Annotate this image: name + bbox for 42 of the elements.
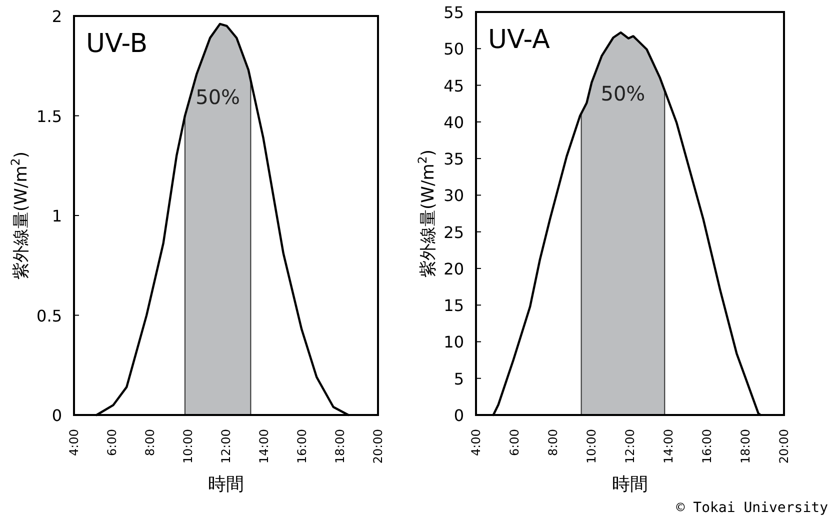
y-tick-label: 2: [52, 7, 62, 26]
y-tick-label: 50: [444, 40, 464, 59]
x-tick-label: 6:00: [105, 429, 119, 456]
text: UV-A: [488, 25, 550, 55]
y-tick-label: 35: [444, 150, 464, 169]
y-tick-label: 10: [444, 332, 464, 352]
y-tick-label: 40: [444, 112, 464, 132]
y-tick-label: 15: [444, 296, 464, 316]
y-tick-label: 45: [444, 76, 464, 96]
x-axis-title: 時間: [208, 474, 244, 495]
band-label: 50%: [196, 84, 240, 109]
y-tick-label: 20: [444, 259, 464, 278]
y-tick-label: 5: [454, 369, 464, 388]
x-tick-label: 14:00: [662, 429, 676, 464]
x-tick-label: 12:00: [623, 429, 637, 464]
x-tick-label: 4:00: [67, 429, 81, 456]
x-tick-label: 14:00: [257, 429, 271, 464]
y-tick-label: 1.5: [36, 106, 62, 126]
text: © Tokai University: [676, 500, 828, 516]
x-axis-title: 時間: [612, 474, 648, 495]
y-tick-label: 0: [454, 406, 464, 425]
x-tick-label: 6:00: [508, 429, 522, 456]
x-tick-label: 18:00: [333, 429, 347, 464]
x-tick-label: 10:00: [181, 429, 195, 464]
x-tick-label: 8:00: [143, 429, 157, 456]
y-tick-label: 0: [52, 406, 62, 425]
y-tick-label: 30: [444, 186, 464, 206]
x-tick-label: 20:00: [777, 429, 791, 464]
x-tick-label: 4:00: [469, 429, 483, 456]
x-tick-label: 10:00: [584, 429, 598, 464]
x-tick-label: 18:00: [738, 429, 752, 464]
x-tick-label: 12:00: [219, 429, 233, 464]
x-tick-label: 16:00: [700, 429, 714, 464]
x-tick-label: 8:00: [546, 429, 560, 456]
y-tick-label: 1: [52, 206, 62, 226]
x-tick-label: 20:00: [371, 429, 385, 464]
y-tick-label: 55: [444, 3, 464, 22]
band-label: 50%: [600, 82, 646, 106]
x-tick-label: 16:00: [295, 429, 309, 464]
y-tick-label: 25: [444, 222, 464, 242]
text: UV-B: [86, 29, 148, 59]
y-tick-label: 0.5: [36, 306, 62, 326]
